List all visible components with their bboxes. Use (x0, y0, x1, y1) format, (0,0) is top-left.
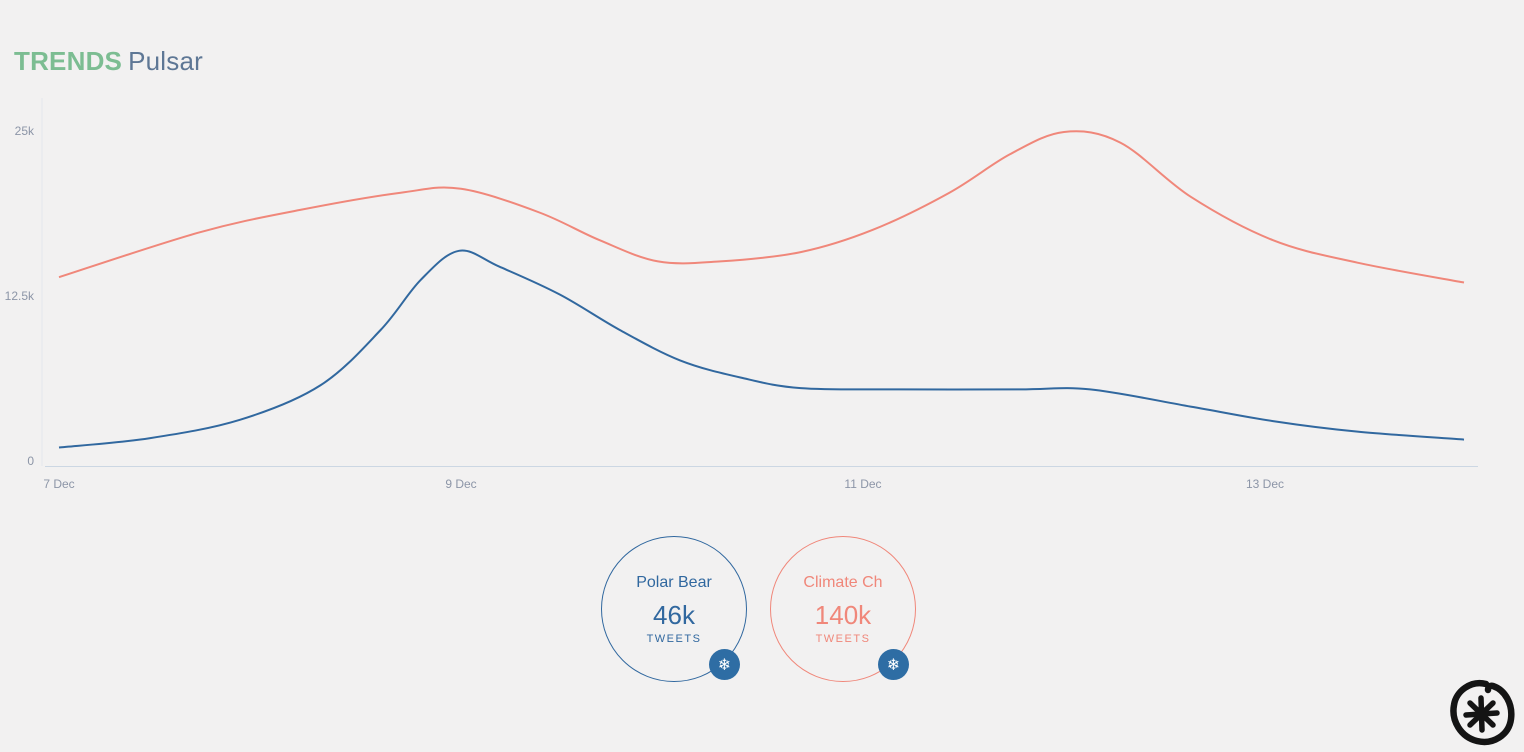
tweet-count: 46k (653, 599, 695, 630)
snowflake-icon: ❄ (717, 655, 732, 674)
brand-pulsar: Pulsar (128, 46, 204, 76)
legend-circle-climate-change[interactable]: Climate Ch 140k TWEETS ❄ (770, 536, 916, 682)
freeze-button[interactable]: ❄ (878, 649, 909, 680)
y-tick-label: 0 (27, 454, 34, 468)
tweet-unit: TWEETS (646, 632, 702, 645)
series-name: Polar Bear (636, 573, 712, 591)
app-title: TRENDS Pulsar (14, 46, 203, 77)
series-name: Climate Ch (803, 573, 883, 591)
brand-trends: TRENDS (14, 46, 123, 76)
x-tick-label: 9 Dec (445, 477, 477, 491)
y-tick-label: 25k (14, 124, 34, 138)
snowflake-icon: ❄ (886, 655, 901, 674)
y-tick-label: 12.5k (4, 289, 34, 303)
x-tick-label: 11 Dec (844, 477, 882, 491)
tweet-count: 140k (814, 599, 872, 630)
legend-circle-polar-bear[interactable]: Polar Bear 46k TWEETS ❄ (601, 536, 747, 682)
tweet-unit: TWEETS (815, 632, 871, 645)
x-tick-label: 13 Dec (1245, 477, 1285, 491)
freeze-button[interactable]: ❄ (709, 649, 740, 680)
polar-bear-line (58, 249, 1465, 449)
pulsar-asterisk-logo (1450, 679, 1515, 746)
x-tick-label: 7 Dec (43, 477, 75, 491)
climate-change-line (58, 130, 1465, 284)
